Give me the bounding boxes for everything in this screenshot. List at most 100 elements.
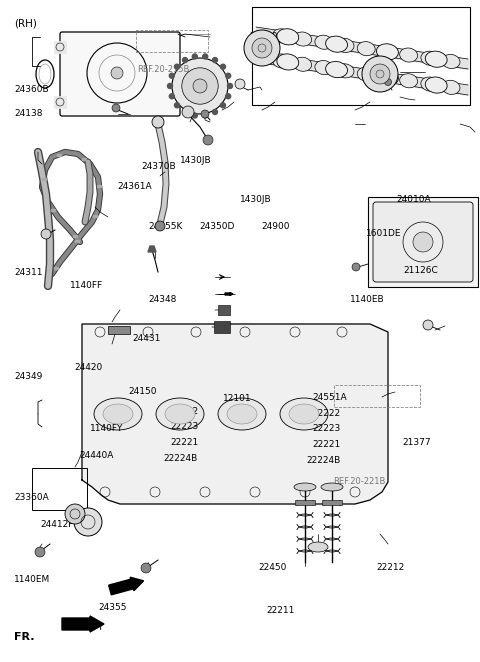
Ellipse shape <box>273 28 290 43</box>
Text: 24361A: 24361A <box>118 182 152 191</box>
Bar <box>97 185 101 187</box>
Text: FR.: FR. <box>14 632 35 642</box>
Circle shape <box>169 73 174 78</box>
Ellipse shape <box>294 483 316 491</box>
Bar <box>51 209 55 211</box>
Text: 24360B: 24360B <box>14 85 49 94</box>
Text: 24150: 24150 <box>129 387 157 397</box>
Text: 24370B: 24370B <box>142 162 176 171</box>
Circle shape <box>203 54 208 59</box>
Circle shape <box>258 44 266 52</box>
Circle shape <box>74 508 102 536</box>
Text: 24440A: 24440A <box>79 451 114 460</box>
Text: 24311: 24311 <box>14 268 43 277</box>
Bar <box>54 267 58 269</box>
Text: 24138: 24138 <box>14 109 43 118</box>
Circle shape <box>111 67 123 79</box>
Bar <box>174 78 190 92</box>
Circle shape <box>182 106 194 118</box>
Ellipse shape <box>308 542 328 552</box>
Text: 22212: 22212 <box>377 563 405 573</box>
Text: 22223: 22223 <box>312 424 340 434</box>
Circle shape <box>182 109 188 115</box>
Text: 1140FY: 1140FY <box>90 424 124 434</box>
Circle shape <box>384 79 392 85</box>
Text: 22221: 22221 <box>312 440 340 449</box>
Ellipse shape <box>165 404 195 424</box>
Circle shape <box>423 320 433 330</box>
Text: 12101: 12101 <box>223 394 252 403</box>
Text: 24431: 24431 <box>132 334 160 344</box>
Circle shape <box>175 103 180 108</box>
Ellipse shape <box>336 64 354 78</box>
Ellipse shape <box>421 77 439 91</box>
Ellipse shape <box>321 483 343 491</box>
Text: REF.20-215B: REF.20-215B <box>137 65 189 74</box>
Circle shape <box>252 38 272 58</box>
Ellipse shape <box>442 80 460 95</box>
Ellipse shape <box>357 67 375 81</box>
Ellipse shape <box>357 42 375 56</box>
Circle shape <box>182 58 188 62</box>
Text: 24348: 24348 <box>149 295 177 304</box>
Ellipse shape <box>280 398 328 430</box>
Text: 1430JB: 1430JB <box>240 195 272 205</box>
Text: 22211: 22211 <box>266 606 295 615</box>
Ellipse shape <box>277 54 299 70</box>
Text: 22222: 22222 <box>170 407 199 416</box>
Ellipse shape <box>400 73 418 88</box>
Text: 21377: 21377 <box>402 438 431 447</box>
Bar <box>108 326 130 334</box>
Ellipse shape <box>376 44 398 60</box>
Circle shape <box>168 83 172 89</box>
Bar <box>57 154 60 156</box>
FancyBboxPatch shape <box>373 202 473 282</box>
Ellipse shape <box>336 38 354 52</box>
Ellipse shape <box>421 51 439 66</box>
Text: REF.20-221B: REF.20-221B <box>334 477 386 487</box>
FancyArrow shape <box>225 293 233 295</box>
Circle shape <box>41 229 51 239</box>
Ellipse shape <box>325 62 348 77</box>
Text: 21126C: 21126C <box>403 265 438 275</box>
Circle shape <box>152 116 164 128</box>
FancyBboxPatch shape <box>60 32 180 116</box>
Circle shape <box>226 73 231 78</box>
Circle shape <box>213 109 217 115</box>
Circle shape <box>413 232 433 252</box>
Bar <box>82 158 86 160</box>
Bar <box>136 30 208 52</box>
Ellipse shape <box>376 70 398 85</box>
Bar <box>32 468 87 510</box>
Circle shape <box>220 103 226 108</box>
Ellipse shape <box>103 404 133 424</box>
Text: (RH): (RH) <box>14 18 37 28</box>
Circle shape <box>226 94 231 99</box>
Ellipse shape <box>273 54 290 68</box>
Bar <box>93 215 97 217</box>
Bar <box>322 500 342 505</box>
Circle shape <box>172 58 228 114</box>
Text: 24355K: 24355K <box>149 222 183 231</box>
Bar <box>252 7 470 105</box>
Text: 23360A: 23360A <box>14 493 49 502</box>
Polygon shape <box>148 246 156 252</box>
Ellipse shape <box>315 35 333 49</box>
Text: 24551A: 24551A <box>312 393 347 402</box>
Ellipse shape <box>277 28 299 45</box>
Text: 1140FY: 1140FY <box>71 623 105 632</box>
Circle shape <box>192 54 197 59</box>
Text: 22224B: 22224B <box>163 453 197 463</box>
Text: 1140EB: 1140EB <box>350 295 385 304</box>
Bar <box>368 197 478 287</box>
Text: 22224B: 22224B <box>306 455 340 465</box>
Circle shape <box>65 504 85 524</box>
Text: 22221: 22221 <box>170 438 199 447</box>
Bar <box>214 321 230 333</box>
Bar <box>54 96 66 108</box>
FancyArrow shape <box>62 616 104 632</box>
Ellipse shape <box>156 398 204 430</box>
Bar <box>295 500 315 505</box>
FancyArrow shape <box>108 577 144 595</box>
Circle shape <box>141 563 151 573</box>
